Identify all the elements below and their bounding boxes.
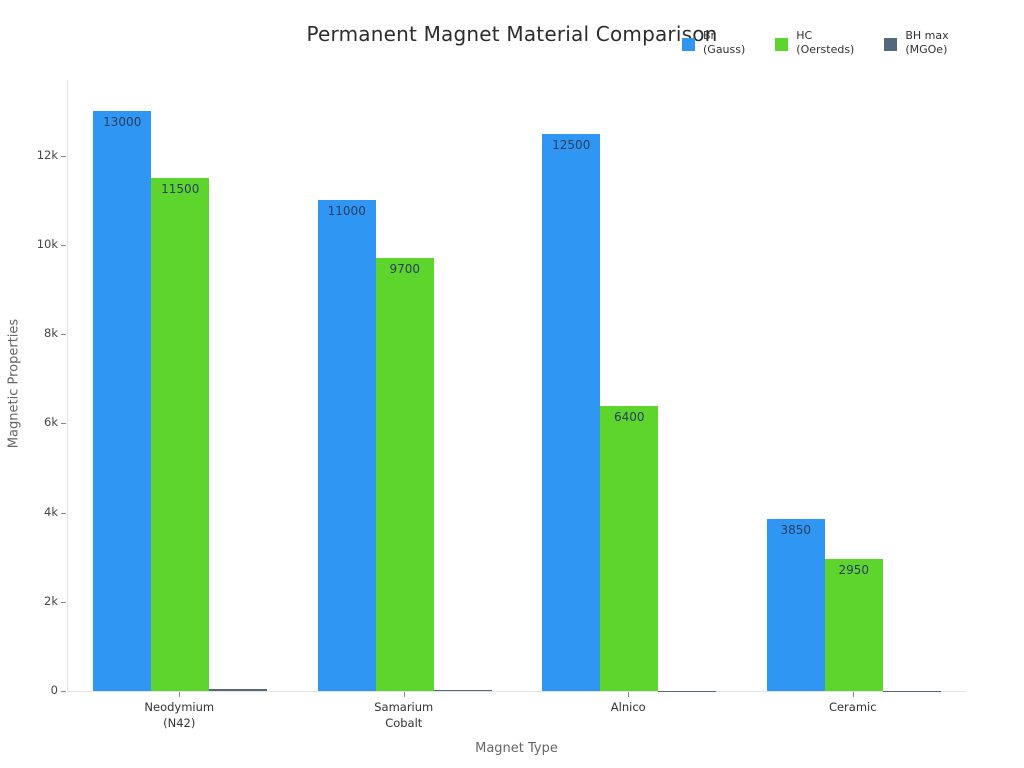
legend: Br (Gauss) HC (Oersteds) BH max (MGOe) <box>682 29 949 57</box>
bar-br[interactable] <box>93 111 152 691</box>
legend-item-label: Br (Gauss) <box>703 29 746 56</box>
y-tick-label: 4k <box>44 504 58 519</box>
legend-item-label: HC (Oersteds) <box>796 29 855 56</box>
legend-item-br[interactable]: Br (Gauss) <box>682 29 745 57</box>
y-tick-label: 10k <box>36 237 58 251</box>
legend-item-hc[interactable]: HC (Oersteds) <box>775 29 854 57</box>
y-tick-mark <box>61 245 66 246</box>
y-tick-label: 8k <box>44 326 58 341</box>
x-axis-title: Magnet Type <box>475 741 558 756</box>
x-tick-mark <box>628 692 630 697</box>
bar-hc[interactable] <box>600 405 659 691</box>
chart-title: Permanent Magnet Material Comparison <box>306 22 718 46</box>
y-tick-mark <box>61 512 66 514</box>
legend-swatch-icon <box>884 38 898 51</box>
y-tick-label: 0 <box>50 683 58 697</box>
x-tick-mark <box>403 692 405 697</box>
y-tick-label: 2k <box>44 593 58 608</box>
x-tick-label: Samarium Cobalt <box>374 700 434 730</box>
bar-br[interactable] <box>317 200 376 691</box>
y-tick-label: 12k <box>36 147 58 162</box>
bar-bhmax[interactable] <box>209 689 268 691</box>
y-tick-mark <box>61 155 66 157</box>
y-tick-label: 6k <box>44 415 58 430</box>
x-tick-mark <box>179 692 181 697</box>
x-tick-label: Neodymium (N42) <box>144 700 215 730</box>
legend-item-label: BH max (MGOe) <box>905 29 949 56</box>
bar-br[interactable] <box>542 133 601 691</box>
bar-bhmax[interactable] <box>433 689 492 691</box>
x-tick-mark <box>852 692 854 697</box>
bar-br[interactable] <box>766 519 825 691</box>
bar-hc[interactable] <box>824 559 883 691</box>
plot-area: 13000 11500 11000 9700 12500 6400 3850 2950 <box>67 80 966 692</box>
legend-swatch-icon <box>682 38 695 51</box>
legend-item-bhmax[interactable]: BH max (MGOe) <box>884 29 949 57</box>
y-tick-mark <box>61 334 66 336</box>
bar-hc[interactable] <box>375 258 434 691</box>
legend-swatch-icon <box>775 38 789 51</box>
x-tick-label: Alnico <box>610 700 646 714</box>
y-tick-mark <box>61 691 66 692</box>
x-tick-label: Ceramic <box>828 700 877 714</box>
y-tick-mark <box>61 601 66 603</box>
bar-hc[interactable] <box>151 178 210 691</box>
y-tick-mark <box>61 423 66 425</box>
